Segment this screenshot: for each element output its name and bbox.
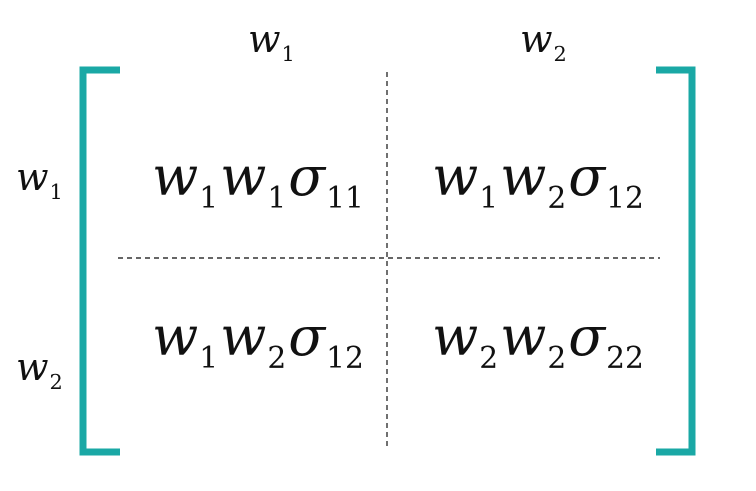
cell-2-2-sigma: σ — [568, 305, 606, 368]
cell-1-1-sub-b: 1 — [267, 181, 287, 217]
row-header-2-sub: 2 — [49, 370, 63, 395]
cell-2-1-sub-a: 1 — [199, 341, 219, 377]
cell-1-2-sigma: σ — [568, 145, 606, 208]
cell-1-2-sub-b: 2 — [547, 181, 567, 217]
cell-2-1-sigma-sub: 12 — [326, 341, 364, 377]
column-header-2: w2 — [520, 20, 569, 65]
cell-1-1-sigma: σ — [288, 145, 326, 208]
cell-1-2-sub-a: 1 — [479, 181, 499, 217]
right-bracket — [656, 66, 696, 456]
cell-2-2: w2w2σ22 — [432, 310, 644, 374]
cell-2-2-sub-b: 2 — [547, 341, 567, 377]
column-header-1-var: w — [248, 17, 281, 61]
cell-2-1-weight-a: w — [152, 305, 199, 368]
cell-1-1-weight-b: w — [220, 145, 267, 208]
row-header-1-sub: 1 — [49, 180, 63, 205]
cell-1-1-sub-a: 1 — [199, 181, 219, 217]
column-header-1-sub: 1 — [281, 42, 295, 67]
cell-1-1: w1w1σ11 — [152, 150, 364, 214]
cell-1-2: w1w2σ12 — [432, 150, 644, 214]
column-header-1: w1 — [248, 20, 297, 65]
cell-1-1-sigma-sub: 11 — [326, 181, 364, 217]
cell-1-2-weight-b: w — [500, 145, 547, 208]
cell-2-1: w1w2σ12 — [152, 310, 364, 374]
cell-1-2-sigma-sub: 12 — [606, 181, 644, 217]
cell-1-2-weight-a: w — [432, 145, 479, 208]
cell-2-2-weight-a: w — [432, 305, 479, 368]
row-header-2-var: w — [16, 345, 49, 389]
row-header-2: w2 — [16, 348, 65, 393]
left-bracket — [79, 66, 120, 456]
column-header-2-var: w — [520, 17, 553, 61]
cell-2-1-weight-b: w — [220, 305, 267, 368]
cell-2-2-sigma-sub: 22 — [606, 341, 644, 377]
row-header-1-var: w — [16, 155, 49, 199]
cell-2-2-sub-a: 2 — [479, 341, 499, 377]
row-header-1: w1 — [16, 158, 65, 203]
cell-2-2-weight-b: w — [500, 305, 547, 368]
cell-2-1-sub-b: 2 — [267, 341, 287, 377]
cell-2-1-sigma: σ — [288, 305, 326, 368]
column-header-2-sub: 2 — [553, 42, 567, 67]
cell-1-1-weight-a: w — [152, 145, 199, 208]
